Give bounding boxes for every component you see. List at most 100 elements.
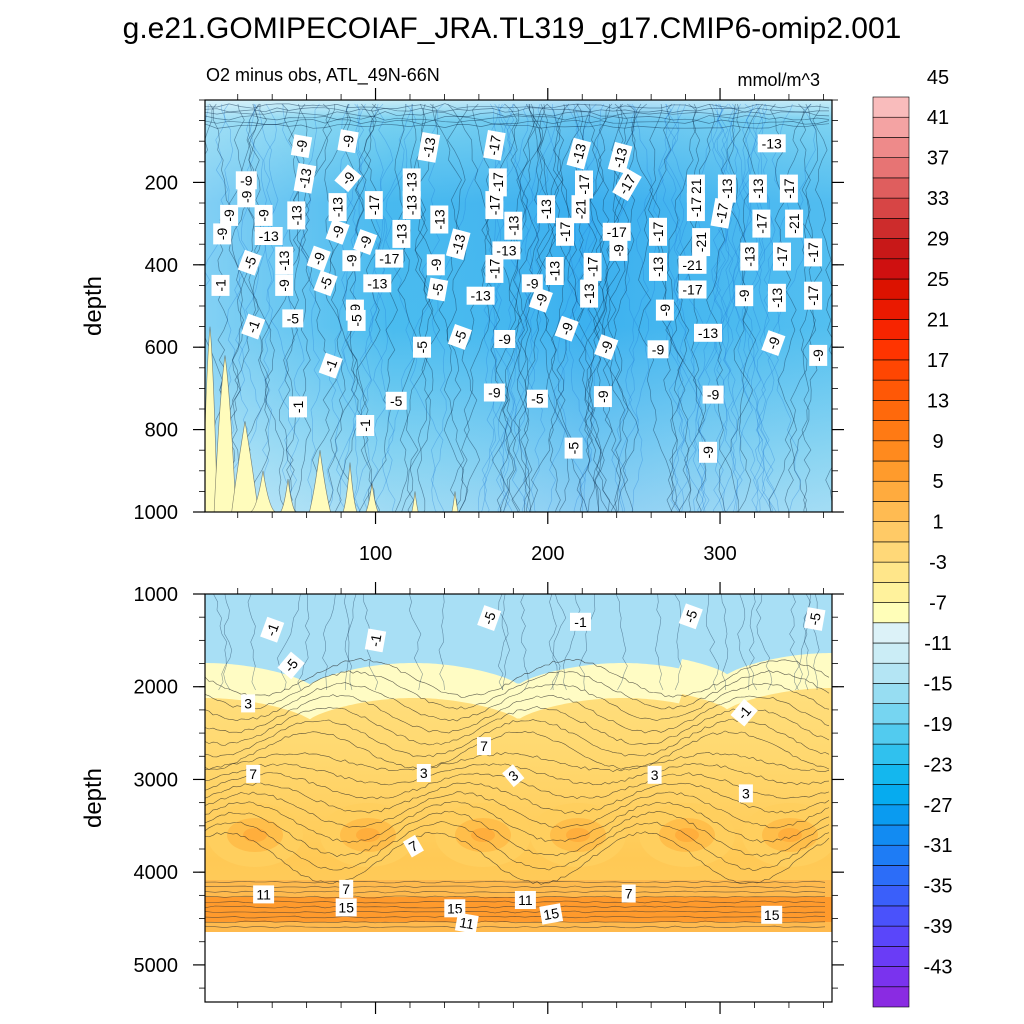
warm-cores <box>207 803 832 867</box>
colorbar-tick-label: 41 <box>927 107 949 129</box>
contour-label: -9 <box>699 441 717 463</box>
svg-text:-9: -9 <box>810 349 826 362</box>
colorbar-box <box>872 96 910 118</box>
contour-line <box>513 103 557 512</box>
bottom-contour <box>205 880 826 884</box>
upper-layer-contour <box>674 594 682 691</box>
colorbar-box <box>872 440 910 462</box>
svg-text:-9: -9 <box>328 223 347 240</box>
svg-text:-17: -17 <box>607 224 627 240</box>
colorbar-tick-label: -3 <box>929 552 947 574</box>
svg-text:-9: -9 <box>339 133 357 148</box>
svg-text:-13: -13 <box>610 146 631 170</box>
svg-text:-9: -9 <box>652 341 665 357</box>
upper-layer-contour <box>654 594 664 691</box>
svg-text:-17: -17 <box>712 202 731 225</box>
svg-text:-13: -13 <box>448 232 469 256</box>
colorbar-tick-label: 13 <box>927 390 949 412</box>
contour-line <box>477 103 512 512</box>
contour-line <box>528 103 555 512</box>
colorbar-box <box>872 298 910 320</box>
contour-label: -13 <box>694 323 722 342</box>
colorbar-boxes <box>872 96 910 1008</box>
svg-text:-9: -9 <box>240 172 253 188</box>
contour-label: -1 <box>211 274 230 296</box>
contour-line <box>578 103 610 512</box>
contour-line <box>514 103 580 512</box>
contour-line <box>768 103 818 512</box>
svg-text:-17: -17 <box>688 197 704 217</box>
contour-label: -5 <box>804 607 826 631</box>
contour-label: -17 <box>483 129 506 161</box>
warm-core-center <box>778 828 802 842</box>
positive-intrusion <box>231 421 259 512</box>
colorbar-box <box>872 743 910 765</box>
contour-line <box>205 103 229 288</box>
svg-text:-13: -13 <box>698 325 718 341</box>
svg-text:-13: -13 <box>496 242 516 258</box>
contour-label: -21 <box>678 255 707 274</box>
contour-label: -17 <box>773 242 791 271</box>
svg-text:-13: -13 <box>741 246 757 266</box>
colorbar-box <box>872 764 910 785</box>
colorbar-tick-label: 17 <box>927 350 949 372</box>
contour-line <box>205 781 830 815</box>
colorbar-box <box>872 157 910 179</box>
contour-label: -13 <box>417 132 441 163</box>
contour-label: -13 <box>748 174 767 203</box>
contour-line <box>247 103 288 512</box>
svg-text:-21: -21 <box>682 257 702 273</box>
colorbar-tick-label: -19 <box>924 714 953 736</box>
svg-text:-13: -13 <box>276 250 292 270</box>
svg-text:-9: -9 <box>700 446 716 459</box>
colorbar-box <box>872 218 910 239</box>
contour-label: -17 <box>485 254 504 283</box>
contour-label: -13 <box>757 134 786 153</box>
svg-text:-13: -13 <box>581 283 597 303</box>
contour-line <box>546 103 578 512</box>
contour-label: -17 <box>556 217 574 246</box>
contour-line <box>497 103 533 512</box>
contour-line <box>322 103 349 512</box>
svg-text:-5: -5 <box>806 611 824 626</box>
contour-label: 7 <box>621 884 636 903</box>
contour-label: -9 <box>235 171 257 190</box>
contour-line <box>586 103 606 512</box>
svg-text:-1: -1 <box>574 614 587 630</box>
svg-text:-13: -13 <box>295 167 314 190</box>
contour-label: -9 <box>809 344 828 366</box>
contour-label: -17 <box>649 217 667 246</box>
svg-text:-5: -5 <box>566 442 582 455</box>
svg-text:-1: -1 <box>321 357 340 374</box>
colorbar-box <box>872 501 910 522</box>
colorbar: 45 41 37 33 29 25 21 17 13 9 5 1 -3 -7 -11 -15 -19 -23 -27… <box>872 67 953 1008</box>
y-tick-label: 4000 <box>134 862 179 884</box>
contour-line <box>205 682 830 722</box>
svg-text:-1: -1 <box>213 279 229 292</box>
contour-label: -17 <box>752 209 771 238</box>
contour-line <box>499 103 535 512</box>
colorbar-tick-label: 45 <box>927 67 949 89</box>
contour-line <box>300 103 337 512</box>
svg-text:-5: -5 <box>531 391 544 407</box>
contour-line <box>592 103 639 512</box>
colorbar-tick-label: -39 <box>924 916 953 938</box>
upper-layer-contour <box>748 594 758 691</box>
colorbar-box <box>872 379 910 401</box>
contour-line <box>565 103 598 512</box>
bottom-contour <box>205 905 825 909</box>
upper-layer-contour <box>277 594 301 691</box>
colorbar-tick-label: 25 <box>927 269 949 291</box>
svg-text:-13: -13 <box>750 178 766 198</box>
contour-label: -17 <box>583 252 602 281</box>
svg-text:-9: -9 <box>610 244 626 257</box>
svg-text:-5: -5 <box>429 282 447 297</box>
contour-line <box>671 103 693 512</box>
svg-text:11: 11 <box>518 892 533 908</box>
contour-label: -1 <box>364 628 387 653</box>
positive-intrusion <box>445 491 465 512</box>
svg-text:-9: -9 <box>531 291 550 308</box>
colorbar-tick-label: 37 <box>927 148 949 170</box>
contour-label: 3 <box>738 784 753 803</box>
contour-line <box>205 791 830 829</box>
